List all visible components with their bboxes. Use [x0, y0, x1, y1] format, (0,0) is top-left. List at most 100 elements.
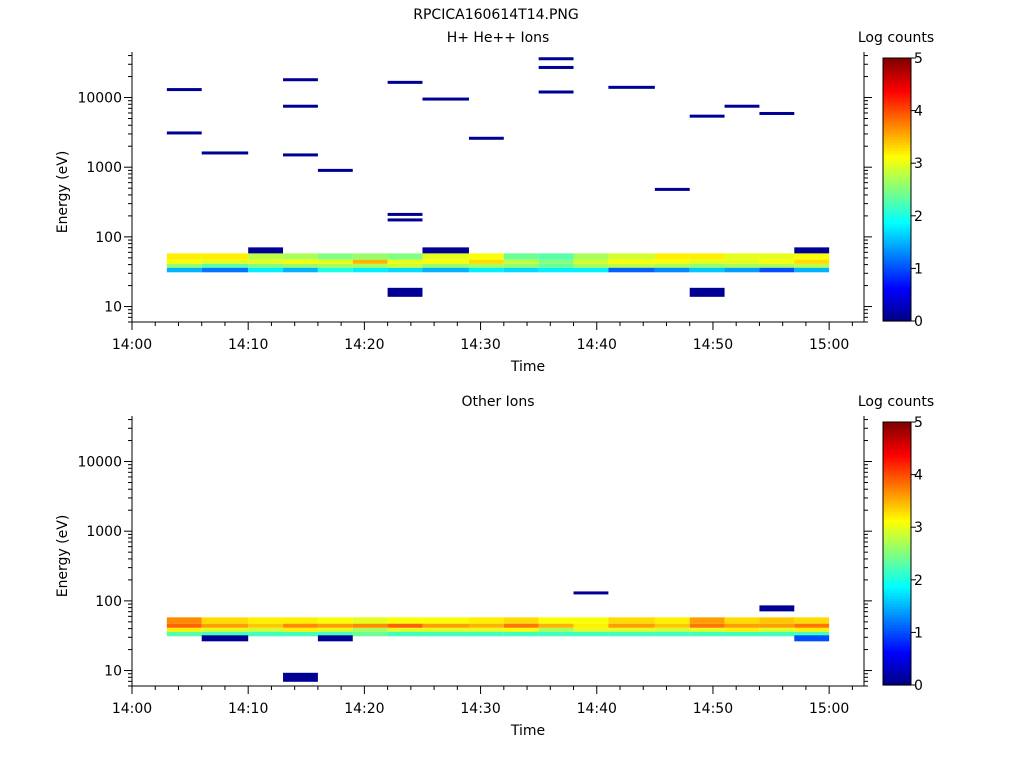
- colorbar-swatch: [883, 427, 911, 431]
- x-tick-label: 14:50: [693, 701, 733, 717]
- heatmap-cell: [538, 617, 574, 624]
- colorbar-swatch: [883, 231, 911, 235]
- heatmap-cell: [794, 631, 830, 637]
- colorbar-label: Log counts: [858, 30, 934, 46]
- colorbar-swatch: [883, 79, 911, 83]
- colorbar-swatch: [883, 184, 911, 188]
- colorbar-tick-label: 0: [914, 314, 923, 330]
- heatmap-cell: [166, 267, 202, 273]
- heatmap-cell: [794, 259, 830, 264]
- x-tick-label: 14:30: [460, 337, 500, 353]
- count-mark: [689, 114, 725, 118]
- colorbar-swatch: [883, 100, 911, 104]
- count-mark: [759, 111, 795, 115]
- colorbar-swatch: [883, 521, 911, 526]
- heatmap-cell: [468, 623, 504, 628]
- heatmap-cell: [759, 623, 795, 628]
- colorbar-swatch: [883, 508, 911, 513]
- colorbar-swatch: [883, 210, 911, 214]
- colorbar-swatch: [883, 265, 911, 269]
- colorbar-swatch: [883, 487, 911, 491]
- colorbar-swatch: [883, 493, 911, 497]
- colorbar-swatch: [883, 632, 911, 636]
- heatmap-cell: [166, 253, 202, 260]
- heatmap-cell: [573, 617, 609, 624]
- heatmap-cell: [538, 627, 574, 632]
- heatmap-cell: [201, 617, 249, 624]
- colorbar-swatch: [883, 160, 911, 164]
- x-tick-label: 15:00: [809, 337, 849, 353]
- colorbar-swatch: [883, 92, 911, 96]
- colorbar-swatch: [883, 157, 911, 162]
- count-mark: [654, 187, 690, 191]
- heatmap-cell: [689, 627, 725, 632]
- x-tick-label: 14:20: [344, 701, 384, 717]
- heatmap-cell: [759, 631, 795, 637]
- heatmap-cell: [352, 627, 388, 632]
- colorbar-swatch: [883, 281, 911, 285]
- heatmap-cell: [503, 253, 539, 260]
- colorbar-swatch: [883, 71, 911, 75]
- colorbar-swatch: [883, 110, 911, 114]
- heatmap-cell: [794, 627, 830, 632]
- heatmap-cell: [201, 623, 249, 628]
- colorbar-swatch: [883, 115, 911, 120]
- heatmap-cell: [538, 253, 574, 260]
- colorbar-swatch: [883, 464, 911, 468]
- colorbar-swatch: [883, 81, 911, 85]
- colorbar-swatch: [883, 294, 911, 298]
- colorbar-swatch: [883, 155, 911, 159]
- heatmap-cell: [468, 631, 504, 637]
- colorbar-swatch: [883, 529, 911, 534]
- axes: 10 100 1000 10000 14:00 14:10 14:20 14:30 14:40 1…: [77, 416, 872, 717]
- heatmap-cell: [352, 631, 388, 637]
- count-mark: [422, 97, 469, 101]
- heatmap-cell: [689, 253, 725, 260]
- heatmap-cell: [573, 253, 609, 260]
- heatmap-cell: [654, 259, 690, 264]
- colorbar-swatch: [883, 236, 911, 241]
- heatmap-cell: [759, 627, 795, 632]
- colorbar-swatch: [883, 542, 911, 547]
- count-mark: [166, 88, 202, 92]
- heatmap-cell: [387, 253, 423, 260]
- colorbar-swatch: [883, 682, 911, 686]
- colorbar-swatch: [883, 268, 911, 272]
- colorbar-swatch: [883, 448, 911, 452]
- heatmap-cell: [166, 263, 202, 268]
- heatmap-cells: [166, 591, 830, 682]
- heatmap-cell: [654, 263, 690, 268]
- colorbar-swatch: [883, 297, 911, 301]
- colorbar-tick-label: 3: [914, 520, 923, 536]
- heatmap-cell: [689, 623, 725, 628]
- colorbar-swatch: [883, 278, 911, 283]
- colorbar-swatch: [883, 548, 911, 552]
- heatmap-cell: [538, 259, 574, 264]
- heatmap-cell: [201, 259, 249, 264]
- heatmap-cell: [759, 617, 795, 624]
- colorbar-tick-label: 3: [914, 156, 923, 172]
- colorbar-swatch: [883, 656, 911, 660]
- heatmap-cell: [759, 259, 795, 264]
- count-mark: [387, 218, 423, 222]
- count-mark: [317, 168, 353, 172]
- heatmap-cell: [387, 627, 423, 632]
- colorbar-swatch: [883, 139, 911, 143]
- colorbar-swatch: [883, 144, 911, 149]
- heatmap-cell: [317, 617, 353, 624]
- heatmap-cell: [166, 631, 202, 637]
- colorbar-swatch: [883, 86, 911, 91]
- heatmap-cell: [573, 631, 609, 637]
- colorbar-swatch: [883, 113, 911, 117]
- y-tick-label: 1000: [86, 524, 122, 540]
- colorbar-swatch: [883, 289, 911, 293]
- colorbar-swatch: [883, 585, 911, 589]
- colorbar-swatch: [883, 677, 911, 681]
- y-tick-label: 1000: [86, 160, 122, 176]
- heatmap-cell: [608, 627, 655, 632]
- heatmap-cell: [422, 263, 469, 268]
- heatmap-cell: [201, 627, 249, 632]
- colorbar-swatch: [883, 299, 911, 304]
